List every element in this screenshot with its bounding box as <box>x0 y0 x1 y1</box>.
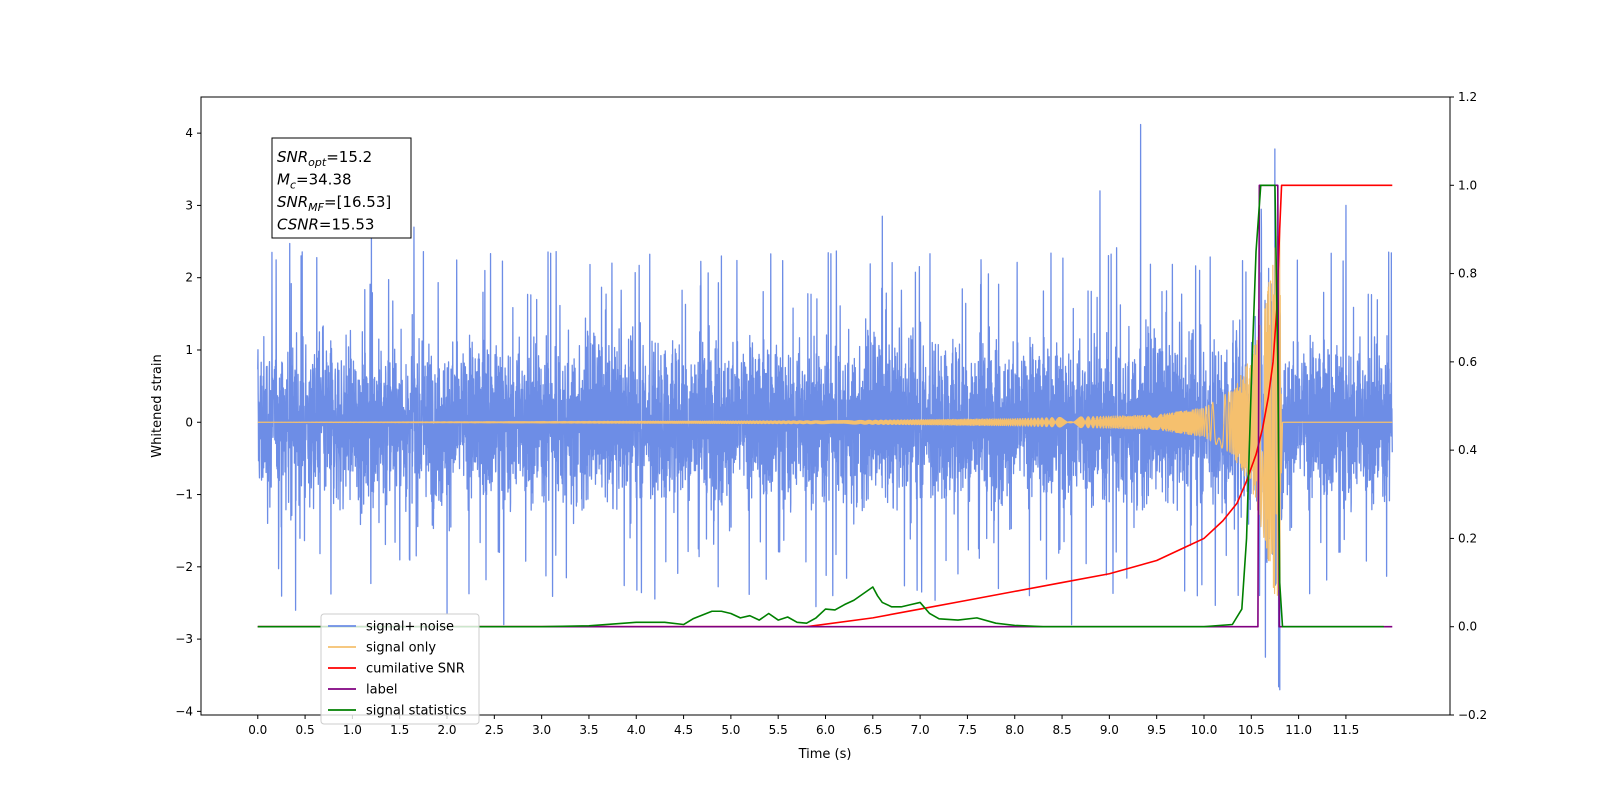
x-tick-label: 9.5 <box>1147 723 1166 737</box>
legend: signal+ noise signal only cumilative SNR la… <box>320 613 480 725</box>
y-tick-label: −4 <box>175 704 193 718</box>
x-tick-label: 3.0 <box>532 723 551 737</box>
legend-label: signal+ noise <box>366 620 454 635</box>
x-tick-label: 8.5 <box>1053 723 1072 737</box>
x-tick-label: 9.0 <box>1100 723 1119 737</box>
x-tick-label: 11.0 <box>1285 723 1312 737</box>
y-tick-label: −2 <box>175 560 193 574</box>
series-cumilative-snr <box>257 184 1393 628</box>
x-tick-label: 8.0 <box>1005 723 1024 737</box>
annotation-line: SNRMF=[16.53] <box>277 193 391 214</box>
x-tick-label: 7.0 <box>911 723 930 737</box>
series-signal-noise <box>257 123 1393 691</box>
y2-tick-label: 0.0 <box>1458 620 1477 634</box>
x-tick-label: 4.5 <box>674 723 693 737</box>
y-axis-label: Whitened strain <box>150 354 165 457</box>
series-signal-statistics <box>257 184 1384 628</box>
y-tick-label: 0 <box>185 415 193 429</box>
legend-label: signal statistics <box>366 704 467 719</box>
legend-label: signal only <box>366 641 436 656</box>
y2-tick-label: 0.4 <box>1458 443 1477 457</box>
annotation-line: CSNR=15.53 <box>277 216 374 234</box>
x-tick-label: 6.0 <box>816 723 835 737</box>
series-signal-only <box>257 230 1393 596</box>
x-tick-label: 2.5 <box>485 723 504 737</box>
y2-tick-label: 1.2 <box>1458 90 1477 104</box>
annotation-frame <box>271 137 412 239</box>
y2-tick-label: 0.8 <box>1458 267 1477 281</box>
legend-label: cumilative SNR <box>366 662 465 677</box>
y-tick-label: 4 <box>185 126 193 140</box>
y-tick-label: 3 <box>185 198 193 212</box>
y-tick-label: 2 <box>185 271 193 285</box>
x-tick-label: 5.0 <box>721 723 740 737</box>
y2-tick-label: 0.6 <box>1458 355 1477 369</box>
x-tick-label: 2.0 <box>437 723 456 737</box>
y-tick-label: 1 <box>185 343 193 357</box>
x-tick-label: 11.5 <box>1333 723 1360 737</box>
y2-tick-label: 0.2 <box>1458 531 1477 545</box>
y-tick-label: −3 <box>175 632 193 646</box>
x-tick-label: 3.5 <box>579 723 598 737</box>
x-tick-label: 10.0 <box>1191 723 1218 737</box>
x-tick-label: 6.5 <box>863 723 882 737</box>
y-tick-label: −1 <box>175 488 193 502</box>
x-tick-label: 1.0 <box>343 723 362 737</box>
x-tick-label: 4.0 <box>627 723 646 737</box>
x-tick-label: 10.5 <box>1238 723 1265 737</box>
x-tick-label: 0.5 <box>296 723 315 737</box>
x-tick-label: 1.5 <box>390 723 409 737</box>
x-axis-label: Time (s) <box>798 747 852 762</box>
x-tick-label: 5.5 <box>769 723 788 737</box>
y2-tick-label: −0.2 <box>1458 708 1487 722</box>
legend-frame <box>320 613 480 725</box>
legend-label: label <box>366 683 397 698</box>
annotation-line: SNRopt=15.2 <box>277 148 372 169</box>
y2-tick-label: 1.0 <box>1458 178 1477 192</box>
x-tick-label: 7.5 <box>958 723 977 737</box>
x-tick-label: 0.0 <box>248 723 267 737</box>
annotation-line: Mc=34.38 <box>277 171 352 192</box>
